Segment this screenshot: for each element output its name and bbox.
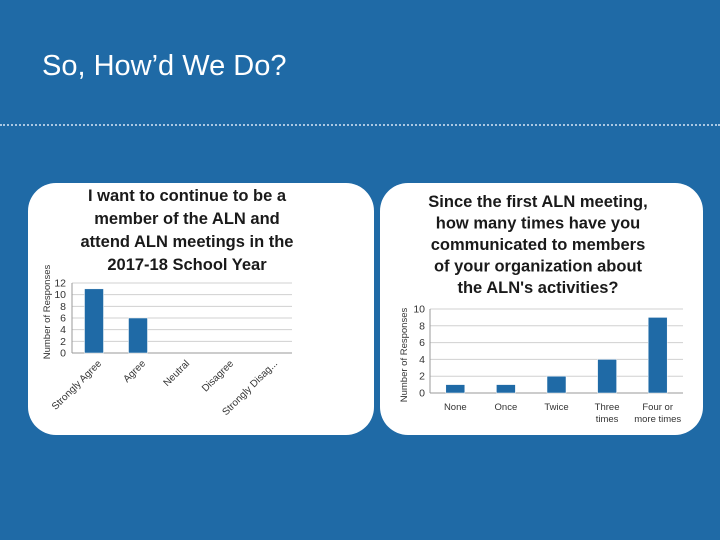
bar xyxy=(546,375,567,394)
chart-title-line: member of the ALN and xyxy=(94,210,280,228)
chart-title-line: attend ALN meetings in the xyxy=(81,233,294,251)
chart-title-line: 2017-18 School Year xyxy=(107,256,267,274)
y-tick-label: 4 xyxy=(60,324,66,336)
y-tick-label: 10 xyxy=(54,289,66,301)
bar xyxy=(445,384,466,394)
chart-title-line: how many times have you xyxy=(436,215,640,233)
y-tick-label: 10 xyxy=(413,304,425,316)
bar xyxy=(84,288,104,354)
y-tick-label: 6 xyxy=(60,313,66,325)
x-tick-label: Once xyxy=(495,402,518,413)
x-tick-label: Four or xyxy=(642,402,673,413)
y-axis-label: Number of Responses xyxy=(42,264,53,359)
y-tick-label: 0 xyxy=(60,348,66,360)
y-axis-label: Number of Responses xyxy=(399,307,410,402)
x-tick-label: more times xyxy=(634,414,681,425)
title-divider xyxy=(0,124,720,126)
y-tick-label: 2 xyxy=(419,371,425,383)
slide-title: So, How’d We Do? xyxy=(42,50,287,82)
chart-title-line: of your organization about xyxy=(434,258,643,276)
chart-title-line: Since the first ALN meeting, xyxy=(428,193,647,211)
y-tick-label: 2 xyxy=(60,336,66,348)
chart-title-line: communicated to members xyxy=(431,236,646,254)
y-tick-label: 8 xyxy=(419,320,425,332)
y-tick-label: 6 xyxy=(419,337,425,349)
y-tick-label: 8 xyxy=(60,301,66,313)
bar xyxy=(128,317,148,354)
x-tick-label: Three xyxy=(595,402,620,413)
y-tick-label: 0 xyxy=(419,388,425,400)
x-tick-label: times xyxy=(596,414,619,425)
bar xyxy=(597,359,617,394)
bar xyxy=(647,317,668,394)
x-tick-label: None xyxy=(444,402,467,413)
chart-title-line: the ALN's activities? xyxy=(457,279,618,297)
chart-title-line: I want to continue to be a xyxy=(88,187,287,205)
y-tick-label: 4 xyxy=(419,354,425,366)
y-tick-label: 12 xyxy=(54,278,66,290)
bar xyxy=(496,384,516,394)
x-tick-label: Twice xyxy=(544,402,568,413)
